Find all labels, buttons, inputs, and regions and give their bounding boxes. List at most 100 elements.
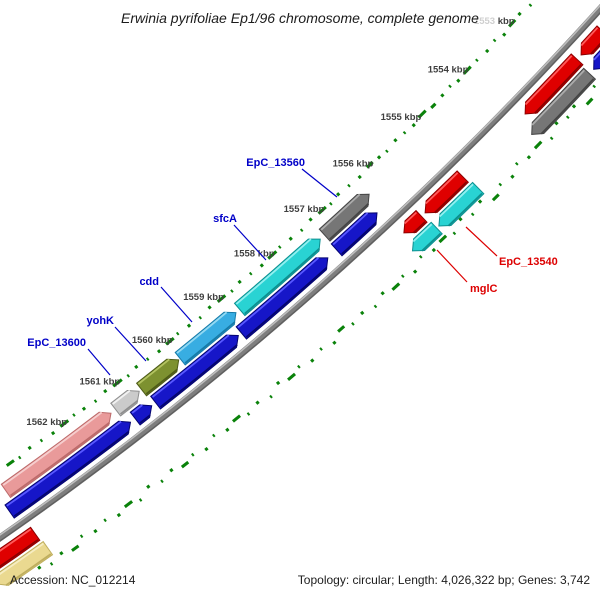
ruler-tick-layer: 1553 kbp 1554 kbp 1555 kbp 1556 kbp 1557 kbp… xyxy=(26,16,514,428)
gene-arrow-red-15[interactable] xyxy=(424,170,470,214)
gene-label-leader-sfcA xyxy=(233,224,267,261)
gene-arrow-shadow xyxy=(534,63,582,115)
feature-dash xyxy=(360,310,365,316)
feature-dash xyxy=(448,84,452,89)
gene-arrow-blue-3[interactable] xyxy=(235,257,329,340)
feature-dash xyxy=(160,479,164,484)
gene-label-leader-mglC xyxy=(436,249,468,283)
gene-arrow-shadow xyxy=(590,42,600,55)
gene-label-EpC_13560[interactable]: EpC_13560 xyxy=(246,157,305,169)
gene-label-leader-EpC_13540 xyxy=(465,226,498,257)
feature-dash xyxy=(138,498,143,502)
backbone-highlight xyxy=(0,4,600,536)
feature-dash xyxy=(212,433,216,438)
gene-arrow-highlight xyxy=(425,172,459,205)
feature-dash xyxy=(49,562,54,566)
gene-arrow-highlight xyxy=(151,334,230,398)
gene-label-cdd[interactable]: cdd xyxy=(139,276,159,288)
feature-dash xyxy=(255,400,260,405)
feature-dash xyxy=(180,460,190,469)
feature-dash xyxy=(269,394,273,399)
feature-dash xyxy=(373,304,378,309)
feature-dash xyxy=(470,212,475,217)
gene-arrow-highlight xyxy=(580,27,599,47)
feature-dash xyxy=(380,291,385,296)
gene-arrow-shadow xyxy=(244,247,320,315)
backbone xyxy=(0,3,600,543)
feature-dash xyxy=(191,452,195,457)
feature-dash xyxy=(438,234,448,244)
feature-dash xyxy=(169,468,174,473)
feature-dash xyxy=(502,32,507,37)
gene-arrow-highlight xyxy=(237,257,319,329)
feature-dash xyxy=(376,155,382,160)
feature-dash xyxy=(431,247,437,253)
feature-dash xyxy=(216,294,227,303)
gene-arrow-khaki-20[interactable] xyxy=(0,540,54,586)
gene-arrow-highlight xyxy=(439,183,474,218)
feature-dash xyxy=(123,500,134,509)
feature-dash xyxy=(18,455,22,460)
gene-arrow-EpC_13540[interactable] xyxy=(438,181,485,227)
feature-dash xyxy=(248,271,253,276)
feature-dash xyxy=(393,138,398,143)
feature-dash xyxy=(351,322,355,326)
feature-dash xyxy=(246,412,251,416)
gene-arrow-pink-10[interactable] xyxy=(0,411,112,499)
feature-dash xyxy=(510,174,515,179)
gene-arrow-red-19[interactable] xyxy=(0,526,41,572)
ruler-label-1555: 1555 kbp xyxy=(381,112,422,123)
feature-dash xyxy=(146,484,151,489)
ruler-label-1553: 1553 kbp xyxy=(474,16,515,27)
feature-dash xyxy=(297,364,301,369)
feature-dash xyxy=(207,305,212,310)
gene-arrow-highlight xyxy=(332,212,369,246)
gene-arrow-highlight xyxy=(531,69,585,126)
gene-arrow-shadow xyxy=(434,181,468,214)
status-accession: Accession: NC_012214 xyxy=(10,573,136,587)
feature-dash xyxy=(491,193,500,202)
gene-arrow-shadow xyxy=(9,421,111,497)
gene-label-EpC_13540[interactable]: EpC_13540 xyxy=(499,256,558,268)
gene-arrow-blue-1[interactable] xyxy=(330,212,378,257)
gene-arrow-blue-5[interactable] xyxy=(150,334,239,410)
gene-arrow-gray-14[interactable] xyxy=(531,67,597,135)
feature-dash xyxy=(332,340,337,345)
gene-label-sfcA[interactable]: sfcA xyxy=(213,213,237,225)
feature-dash xyxy=(204,446,209,452)
backbone-shadow xyxy=(0,11,600,542)
feature-dash xyxy=(492,38,497,43)
feature-dash xyxy=(498,182,503,187)
gene-arrow-yohK[interactable] xyxy=(135,358,180,397)
feature-dash xyxy=(528,3,533,7)
gene-arrow-cdd[interactable] xyxy=(174,311,237,366)
feature-dash xyxy=(186,323,192,328)
feature-dash xyxy=(156,349,162,354)
feature-dash xyxy=(81,406,87,411)
gene-arrow-highlight xyxy=(176,311,228,354)
feature-dash xyxy=(357,174,362,180)
gene-arrow-red-13[interactable] xyxy=(524,53,584,115)
gene-arrow-shadow xyxy=(447,192,483,227)
gene-label-leader-EpC_13600 xyxy=(87,348,111,376)
gene-arrow-blue-9[interactable] xyxy=(4,420,132,519)
feature-dash xyxy=(134,364,139,370)
feature-dash xyxy=(456,78,461,83)
feature-dash xyxy=(440,93,445,98)
feature-dash xyxy=(50,431,56,436)
page-title: Erwinia pyrifoliae Ep1/96 chromosome, co… xyxy=(121,10,479,26)
gene-label-mglC[interactable]: mglC xyxy=(470,283,498,295)
feature-dash xyxy=(554,121,559,126)
feature-dash xyxy=(458,217,463,222)
gene-label-EpC_13600[interactable]: EpC_13600 xyxy=(27,337,86,349)
gene-arrow-highlight xyxy=(112,389,131,405)
feature-dash xyxy=(71,544,80,552)
gene-label-yohK[interactable]: yohK xyxy=(87,315,115,327)
gene-arrow-gray-0[interactable] xyxy=(318,193,370,242)
feature-dash xyxy=(430,102,437,110)
gene-arrow-sfcA[interactable] xyxy=(233,238,321,317)
feature-dash xyxy=(93,399,98,403)
feature-dash xyxy=(565,115,570,120)
